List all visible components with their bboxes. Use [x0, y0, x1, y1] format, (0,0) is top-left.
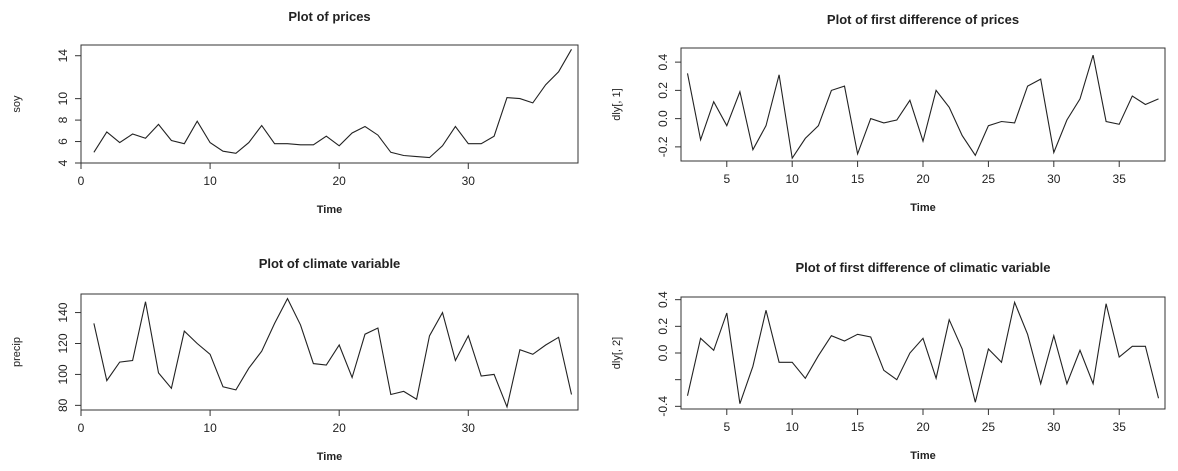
y-axis-label: dly[, 1]	[611, 88, 623, 120]
x-axis-label: Time	[317, 204, 342, 216]
y-tick-label: 0.0	[656, 110, 670, 127]
y-tick-label: 0.2	[656, 82, 670, 99]
x-tick-label: 5	[723, 172, 730, 186]
y-tick-label: 0.2	[656, 318, 670, 335]
plot-frame	[680, 47, 1166, 162]
chart-panel-2: Plot of first difference of prices 5 10 15 2…	[611, 12, 1166, 214]
x-tick-label: 30	[462, 174, 476, 188]
chart-title: Plot of prices	[288, 9, 370, 24]
y-tick-label: -0.2	[656, 136, 670, 157]
y-axis-label: soy	[11, 95, 23, 113]
y-tick-label: 0.4	[656, 53, 670, 70]
x-tick-label: 15	[851, 172, 865, 186]
x-axis-label: Time	[317, 451, 342, 463]
y-tick-label: 120	[56, 333, 70, 353]
chart-title: Plot of first difference of prices	[827, 12, 1019, 27]
plot-frame	[80, 44, 579, 164]
x-tick-label: 20	[333, 421, 347, 435]
chart-panel-4: Plot of first difference of climatic var…	[611, 260, 1166, 462]
x-axis-label: Time	[910, 450, 935, 462]
x-tick-label: 0	[78, 421, 85, 435]
x-tick-label: 30	[1047, 172, 1061, 186]
x-axis-label: Time	[910, 202, 935, 214]
x-tick-label: 30	[1047, 420, 1061, 434]
chart-panel-1: Plot of prices 0 10 20 30 4 6 8 10 14 Time soy	[11, 9, 579, 216]
y-tick-label: 0.4	[656, 291, 670, 308]
series-line	[686, 54, 1159, 160]
y-tick-label: 8	[56, 116, 70, 123]
x-tick-label: 10	[203, 421, 217, 435]
x-tick-label: 10	[203, 174, 217, 188]
y-tick-label: 0.0	[656, 344, 670, 361]
chart-panel-3: Plot of climate variable 0 10 20 30 80 100 120 1…	[11, 256, 579, 463]
x-tick-label: 10	[786, 420, 800, 434]
y-tick-label: 4	[56, 159, 70, 166]
plot-frame	[80, 293, 579, 411]
y-tick-label: -0.4	[656, 396, 670, 417]
y-tick-label: 140	[56, 302, 70, 322]
x-tick-label: 35	[1113, 172, 1127, 186]
x-tick-label: 20	[333, 174, 347, 188]
y-tick-label: 100	[56, 364, 70, 384]
x-tick-label: 5	[723, 420, 730, 434]
y-tick-label: 6	[56, 138, 70, 145]
x-tick-label: 20	[916, 420, 930, 434]
series-line	[93, 49, 572, 159]
x-tick-label: 25	[982, 420, 996, 434]
x-tick-label: 30	[462, 421, 476, 435]
y-tick-label: 80	[56, 398, 70, 412]
x-tick-label: 35	[1113, 420, 1127, 434]
x-tick-label: 25	[982, 172, 996, 186]
x-tick-label: 0	[78, 174, 85, 188]
series-line	[686, 300, 1160, 404]
y-axis-label: precip	[11, 337, 23, 367]
y-axis-label: dly[, 2]	[611, 337, 623, 369]
y-tick-label: 14	[56, 49, 70, 63]
plot-frame	[680, 296, 1166, 410]
chart-title: Plot of first difference of climatic var…	[795, 260, 1050, 275]
x-tick-label: 15	[851, 420, 865, 434]
x-tick-label: 20	[916, 172, 930, 186]
y-tick-label: 10	[56, 92, 70, 106]
chart-title: Plot of climate variable	[259, 256, 401, 271]
x-tick-label: 10	[786, 172, 800, 186]
series-line	[93, 297, 573, 409]
